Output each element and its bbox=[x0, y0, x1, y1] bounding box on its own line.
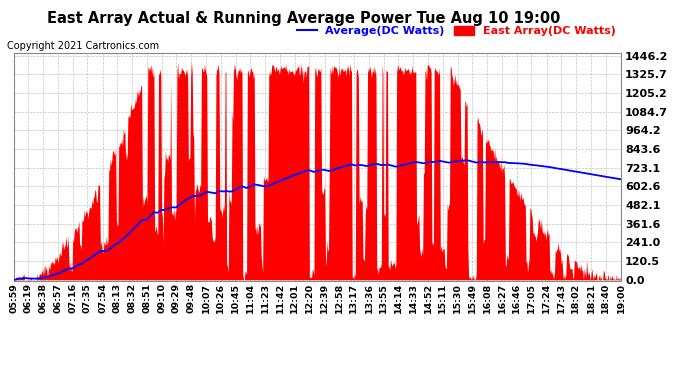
Legend: Average(DC Watts), East Array(DC Watts): Average(DC Watts), East Array(DC Watts) bbox=[297, 26, 615, 36]
Text: East Array Actual & Running Average Power Tue Aug 10 19:00: East Array Actual & Running Average Powe… bbox=[47, 11, 560, 26]
Text: Copyright 2021 Cartronics.com: Copyright 2021 Cartronics.com bbox=[7, 41, 159, 51]
